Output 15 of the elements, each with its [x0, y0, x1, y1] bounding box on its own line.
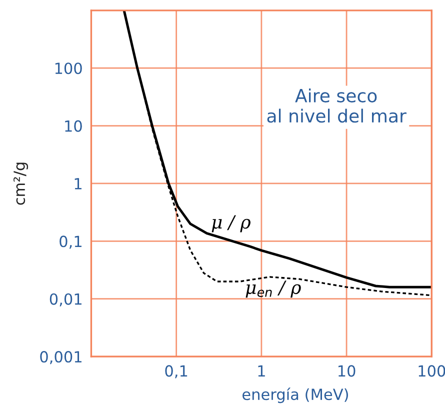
y-tick-label: 10 [65, 120, 82, 132]
y-tick-label: 0,01 [50, 293, 82, 306]
x-tick-label: 10 [338, 365, 356, 377]
y-tick-label: 0,001 [40, 351, 82, 364]
y-axis-title: cm²/g [14, 162, 28, 205]
x-tick-label: 0,1 [165, 365, 188, 378]
annotation: Aire seco al nivel del mar [267, 88, 406, 123]
series-label: μ$_{en}$ / ρ [246, 280, 301, 298]
series-label: μ / ρ [212, 215, 250, 232]
y-tick-label: 1 [74, 178, 82, 190]
x-tick-label: 100 [418, 365, 445, 377]
y-tick-label: 100 [55, 62, 82, 74]
x-axis-title: energía (MeV) [242, 388, 348, 404]
x-tick-label: 1 [258, 365, 265, 376]
y-tick-label: 0,1 [60, 236, 82, 249]
